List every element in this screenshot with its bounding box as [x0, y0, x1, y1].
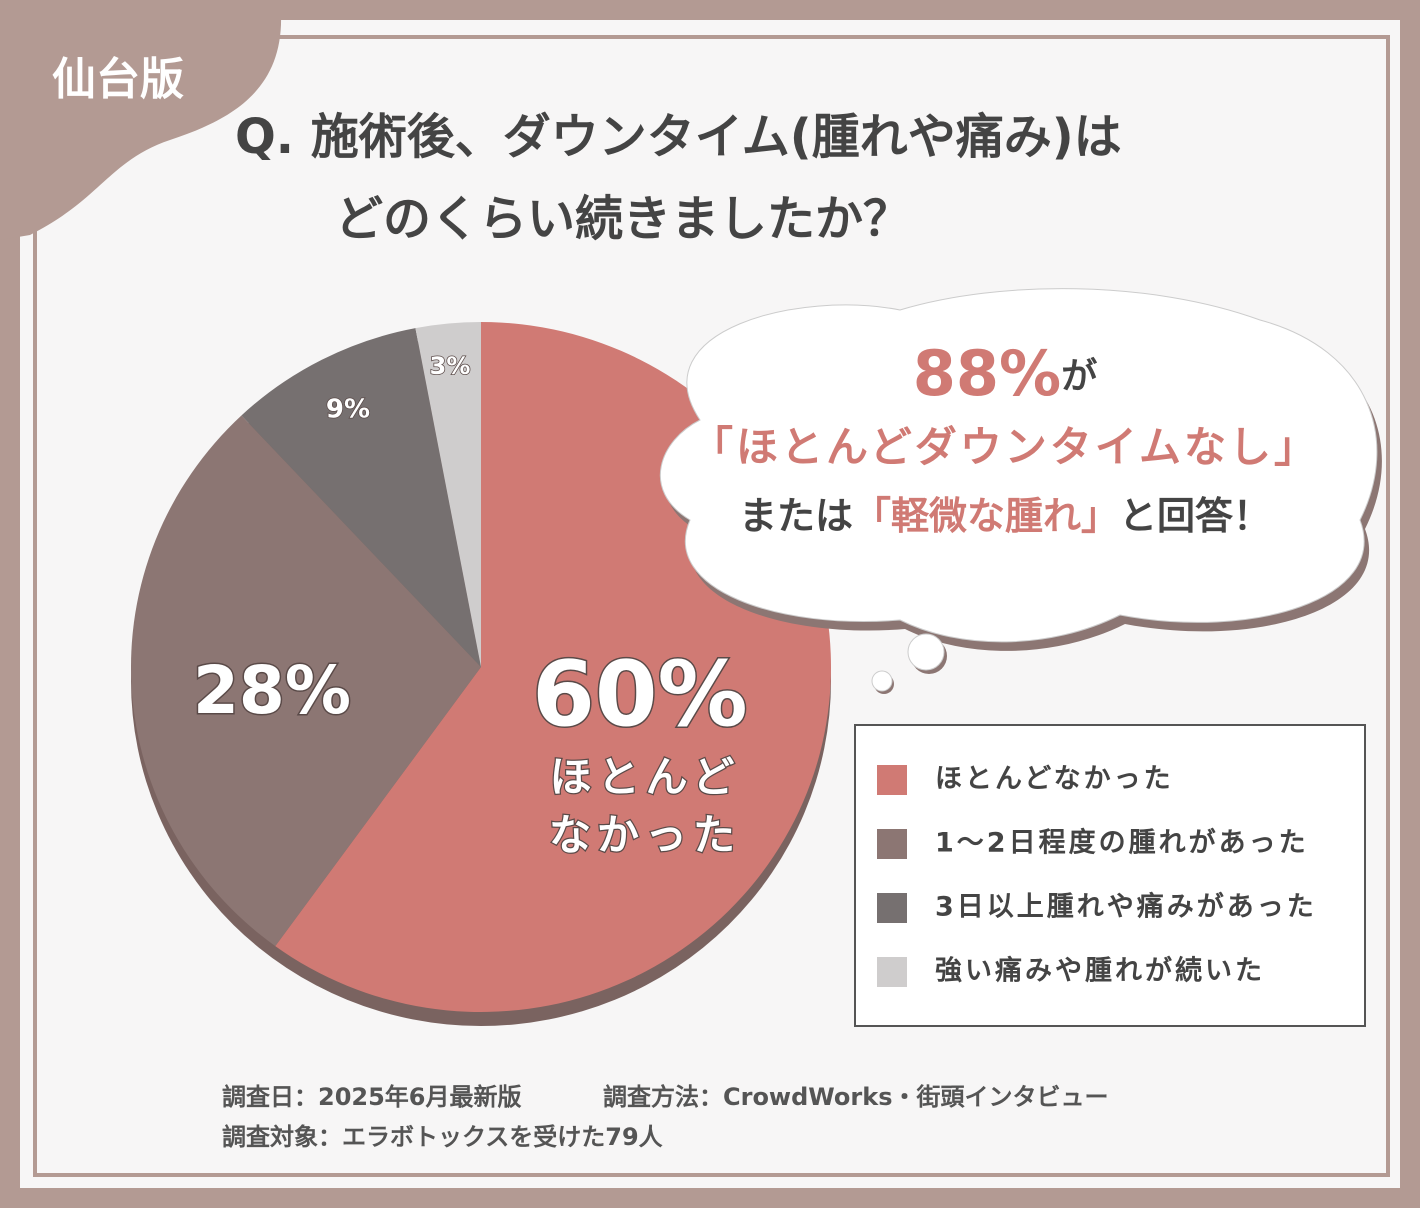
- legend-swatch: [877, 829, 907, 859]
- footer: 調査方法：CrowdWorks・街頭インタビュー: [603, 1083, 1108, 1111]
- slice-label: 28%: [193, 652, 351, 729]
- slice-label: 9%: [326, 395, 370, 425]
- badge: 仙台版: [52, 54, 184, 105]
- footer: 調査日：2025年6月最新版: [222, 1083, 522, 1111]
- pie-slice: [241, 328, 481, 667]
- legend-label: 強い痛みや腫れが続いた: [935, 955, 1265, 987]
- legend-label: ほとんどなかった: [935, 764, 1174, 795]
- footer: 調査対象：エラボトックスを受けた79人: [222, 1123, 663, 1151]
- badge-shape: [0, 0, 282, 240]
- title: Q. 施術後、ダウンタイム(腫れや痛み)は: [235, 109, 1122, 165]
- callout-highlight: 88%: [913, 337, 1061, 410]
- legend-swatch: [877, 893, 907, 923]
- title: どのくらい続きましたか？: [335, 191, 911, 247]
- slice-note: ほとんど: [550, 753, 741, 802]
- slice-label: 3%: [430, 352, 471, 380]
- legend-swatch: [877, 957, 907, 987]
- callout-line: 88%が: [913, 337, 1097, 410]
- callout-text: または: [739, 494, 853, 538]
- callout: [660, 288, 1378, 643]
- legend-label: 3日以上腫れや痛みがあった: [935, 891, 1317, 923]
- pie-slice: [415, 322, 481, 667]
- pie: 60% 28% 9% 3% ほとんどなかった: [130, 322, 831, 1026]
- callout-text: と回答！: [1119, 494, 1271, 538]
- legend-label: 1～2日程度の腫れがあった: [935, 827, 1309, 859]
- bubble-dot: [907, 633, 945, 671]
- inner-frame: [33, 35, 1390, 1177]
- slice-label: 60%: [532, 642, 747, 747]
- callout-line: または「軽微な腫れ」と回答！: [739, 494, 1271, 538]
- legend-items: ほとんどなかった 1～2日程度の腫れがあった 3日以上腫れや痛みがあった強い痛みや腫…: [877, 764, 1317, 987]
- callout-highlight: 「軽微な腫れ」: [853, 494, 1119, 538]
- pie-slice: [130, 415, 481, 947]
- callout-text: が: [1061, 356, 1097, 397]
- legend-swatch: [877, 765, 907, 795]
- bubble-dot: [871, 670, 893, 692]
- slice-note: なかった: [549, 811, 741, 860]
- callout-highlight: 「ほとんどダウンタイムなし」: [691, 423, 1319, 472]
- legend: [854, 724, 1366, 1027]
